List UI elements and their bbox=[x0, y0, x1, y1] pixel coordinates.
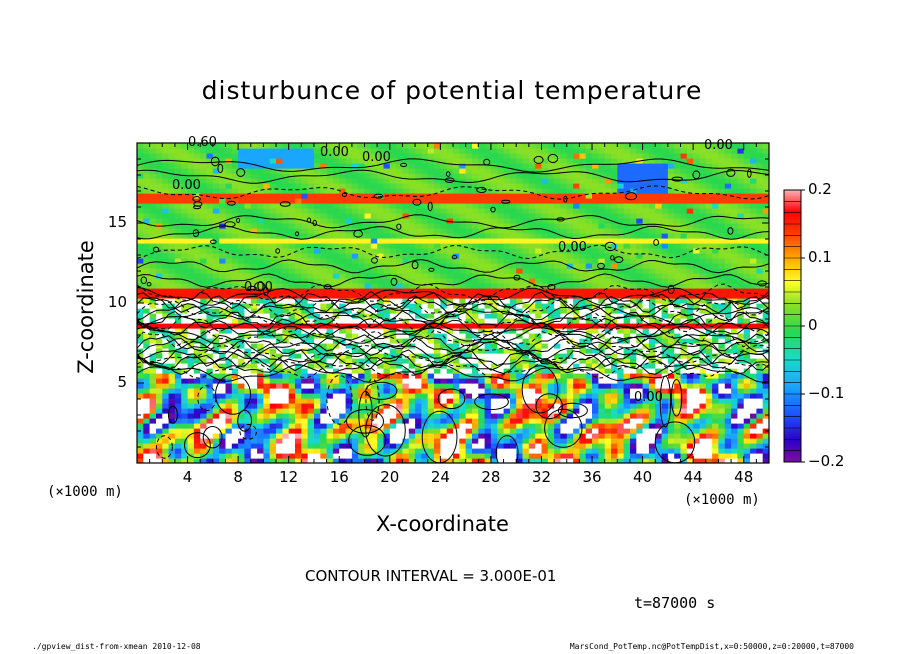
x-axis-ticks bbox=[149, 143, 757, 463]
contour-value-label: 0.00 bbox=[704, 138, 733, 153]
heatmap-field bbox=[137, 143, 769, 463]
y-tick-label: 5 bbox=[117, 373, 127, 391]
contour-value-label: 0.60 bbox=[188, 135, 217, 150]
colorbar-tick-label: 0.1 bbox=[808, 248, 832, 266]
time-stamp: t=87000 s bbox=[634, 594, 716, 612]
colorbar-tick-label: 0.2 bbox=[808, 180, 832, 198]
footer-right: MarsCond_PotTemp.nc@PotTempDist,x=0:5000… bbox=[569, 642, 854, 651]
x-tick-label: 48 bbox=[734, 468, 754, 486]
x-tick-label: 4 bbox=[182, 468, 193, 486]
x-axis-label: X-coordinate bbox=[376, 512, 509, 536]
x-tick-label: 40 bbox=[633, 468, 653, 486]
x-axis-unit: (×1000 m) bbox=[684, 492, 760, 508]
colorbar-tick-label: 0 bbox=[808, 316, 818, 334]
contour-interval: CONTOUR INTERVAL = 3.000E-01 bbox=[305, 567, 557, 585]
colorbar-ticks bbox=[784, 189, 805, 463]
contour-value-label: 0.00 bbox=[244, 280, 273, 295]
x-tick-label: 28 bbox=[481, 468, 501, 486]
y-axis-label: Z-coordinate bbox=[74, 240, 98, 374]
contour-value-label: 0.00 bbox=[558, 240, 587, 255]
y-tick-label: 15 bbox=[107, 213, 127, 231]
contour-value-label: 0.00 bbox=[172, 178, 201, 193]
x-tick-label: 32 bbox=[531, 468, 552, 486]
y-tick-label: 10 bbox=[107, 293, 127, 311]
colorbar-tick-label: −0.1 bbox=[808, 384, 845, 402]
x-tick-label: 36 bbox=[582, 468, 602, 486]
y-axis-ticks bbox=[137, 158, 769, 448]
contour-lines bbox=[137, 153, 769, 463]
x-tick-label: 24 bbox=[430, 468, 450, 486]
contour-value-label: 0.00 bbox=[320, 145, 349, 160]
x-tick-label: 12 bbox=[279, 468, 299, 486]
contour-value-label: 0.00 bbox=[634, 390, 663, 405]
y-axis-unit: (×1000 m) bbox=[47, 484, 123, 500]
footer-left: ./gpview_dist-from-xmean 2010-12-08 bbox=[32, 642, 201, 651]
x-tick-label: 44 bbox=[683, 468, 703, 486]
x-tick-label: 20 bbox=[380, 468, 400, 486]
contour-value-label: 0.00 bbox=[362, 150, 391, 165]
x-tick-label: 8 bbox=[233, 468, 243, 486]
colorbar-tick-label: −0.2 bbox=[808, 452, 845, 470]
chart-title: disturbunce of potential temperature bbox=[201, 76, 703, 105]
x-tick-label: 16 bbox=[329, 468, 349, 486]
